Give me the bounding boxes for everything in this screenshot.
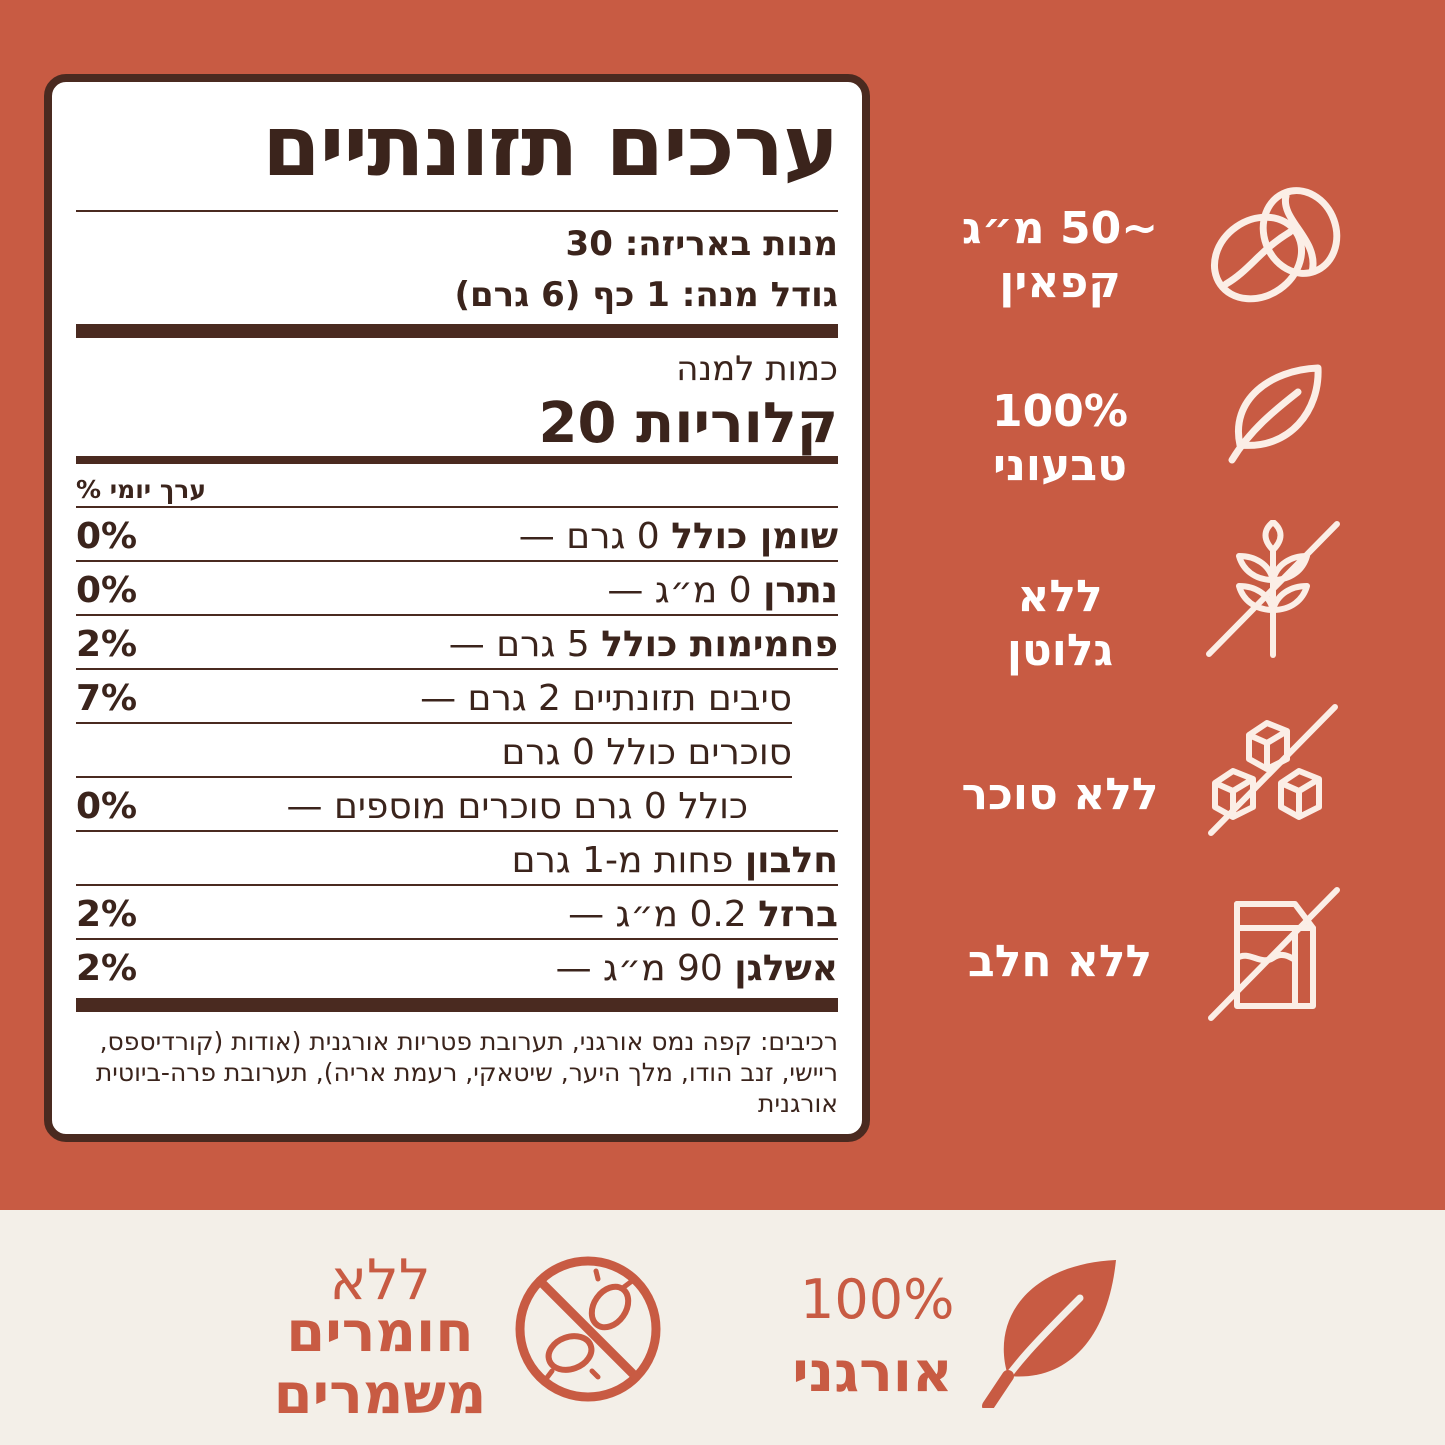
organic-percent: 100% bbox=[800, 1268, 955, 1331]
bottom-panel bbox=[0, 1210, 1445, 1445]
nutrition-label: ערכים תזונתיים מנות באריזה: 30 גודל מנה:… bbox=[44, 74, 870, 1142]
nutrient-row: ברזל 0.2 מ״ג — 2% bbox=[76, 886, 838, 940]
leaf-icon bbox=[1220, 360, 1330, 470]
feature-caffeine-line2: קפאין bbox=[999, 257, 1121, 308]
divider bbox=[76, 506, 838, 508]
no-milk-carton-icon bbox=[1205, 886, 1341, 1022]
amount-per-serving: כמות למנה bbox=[676, 349, 838, 389]
preservatives-line2: חומרים bbox=[286, 1300, 474, 1365]
feature-caffeine: ~50 מ״ג קפאין bbox=[945, 202, 1175, 310]
divider-thick bbox=[76, 998, 838, 1012]
nutrient-row: אשלגן 90 מ״ג — 2% bbox=[76, 948, 838, 989]
feature-vegan-line2: טבעוני bbox=[992, 440, 1128, 491]
coffee-bean-icon bbox=[1200, 180, 1350, 310]
feature-caffeine-line1: ~50 מ״ג bbox=[961, 203, 1159, 254]
ingredients: רכיבים: קפה נמס אורגני, תערובת פטריות או… bbox=[95, 1027, 838, 1118]
feature-gluten-free: ללא גלוטן bbox=[945, 570, 1175, 678]
nutrient-row: כולל 0 גרם סוכרים מוספים — 0% bbox=[76, 778, 838, 832]
preservatives-line3: משמרים bbox=[273, 1362, 487, 1427]
divider-thick bbox=[76, 456, 838, 464]
no-wheat-icon bbox=[1205, 520, 1341, 660]
feature-gluten-line2: גלוטן bbox=[1006, 625, 1114, 676]
feature-vegan-line1: 100% bbox=[992, 386, 1128, 437]
nutrient-row: חלבון פחות מ-1 גרם bbox=[76, 832, 838, 886]
nutrient-row: שומן כולל 0 גרם — 0% bbox=[76, 508, 838, 562]
servings-per-package: מנות באריזה: 30 bbox=[565, 224, 838, 264]
feature-dairy-line1: ללא חלב bbox=[967, 936, 1153, 987]
feature-sugar-free: ללא סוכר bbox=[945, 768, 1175, 822]
nutrient-row: סוכרים כולל 0 גרם bbox=[76, 724, 838, 778]
feature-sugar-line1: ללא סוכר bbox=[961, 769, 1159, 820]
feature-dairy-free: ללא חלב bbox=[945, 935, 1175, 989]
daily-value-header: ערך יומי % bbox=[76, 475, 206, 504]
preservatives-line1: ללא bbox=[329, 1248, 431, 1313]
nutrient-row: סיבים תזונתיים 2 גרם — 7% bbox=[76, 670, 838, 724]
preservatives-text: חומרים משמרים bbox=[260, 1302, 500, 1426]
no-sugar-cubes-icon bbox=[1205, 703, 1341, 839]
organic-leaf-icon bbox=[980, 1258, 1120, 1408]
nutrient-row: נתרן 0 מ״ג — 0% bbox=[76, 562, 838, 616]
no-preservatives-icon bbox=[512, 1253, 664, 1405]
feature-vegan: 100% טבעוני bbox=[945, 385, 1175, 493]
feature-gluten-line1: ללא bbox=[1017, 571, 1103, 622]
divider bbox=[76, 210, 838, 212]
divider-thick bbox=[76, 324, 838, 338]
nutrient-row: פחמימות כולל 5 גרם — 2% bbox=[76, 616, 838, 670]
serving-size: גודל מנה: 1 כף (6 גרם) bbox=[454, 275, 838, 315]
label-title: ערכים תזונתיים bbox=[262, 97, 839, 195]
calories: קלוריות 20 bbox=[538, 391, 838, 456]
organic-label: אורגני bbox=[792, 1340, 953, 1405]
